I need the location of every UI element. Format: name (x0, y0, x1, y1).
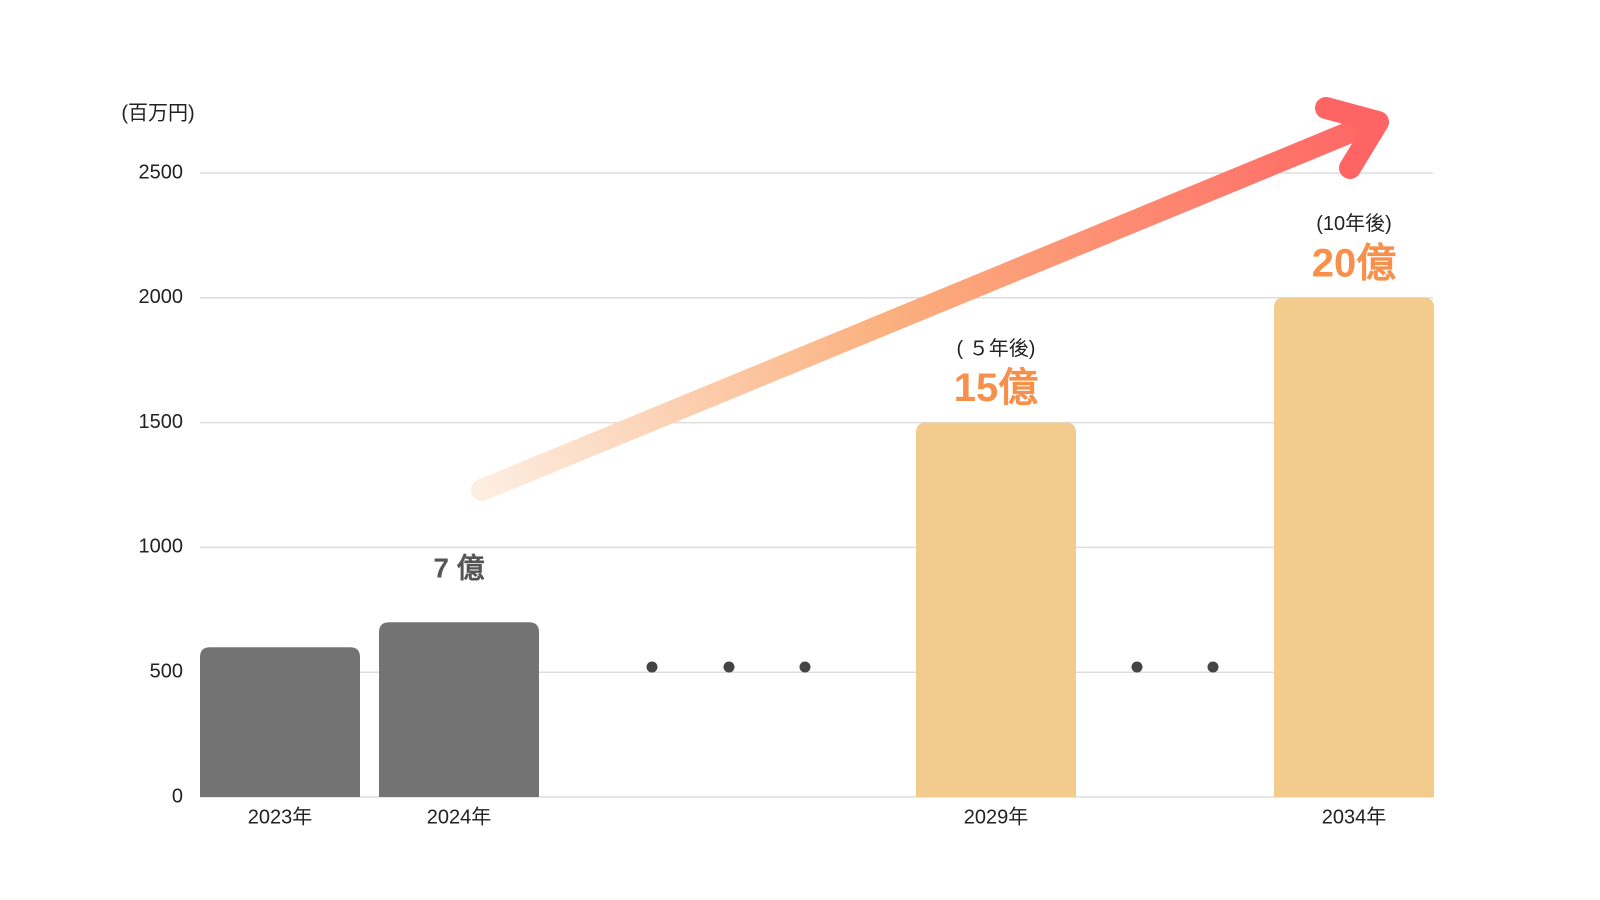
annotation: (10年後) (1316, 212, 1392, 235)
value-label: 20億 (1312, 241, 1397, 285)
bar (1274, 297, 1434, 797)
x-tick-label: 2024年 (427, 805, 492, 828)
x-tick-label: 2029年 (964, 805, 1029, 828)
x-tick-label: 2023年 (248, 805, 313, 828)
ellipsis-dots (646, 661, 1219, 673)
y-tick-label: 0 (172, 785, 183, 807)
trend-arrow (471, 97, 1389, 501)
value-label: 15億 (954, 366, 1039, 410)
y-tick-label: 2000 (139, 286, 184, 308)
y-tick-label: 500 (150, 660, 183, 682)
bar (200, 647, 360, 797)
value-label: 7 億 (433, 553, 484, 584)
annotation: ( ５年後) (957, 337, 1036, 360)
bar (379, 622, 539, 797)
y-tick-label: 1500 (139, 411, 184, 433)
y-tick-label: 1000 (139, 536, 184, 558)
y-axis-label: (百万円) (121, 102, 194, 124)
y-tick-label: 2500 (139, 161, 184, 183)
bar (916, 422, 1076, 797)
x-tick-label: 2034年 (1322, 805, 1387, 828)
